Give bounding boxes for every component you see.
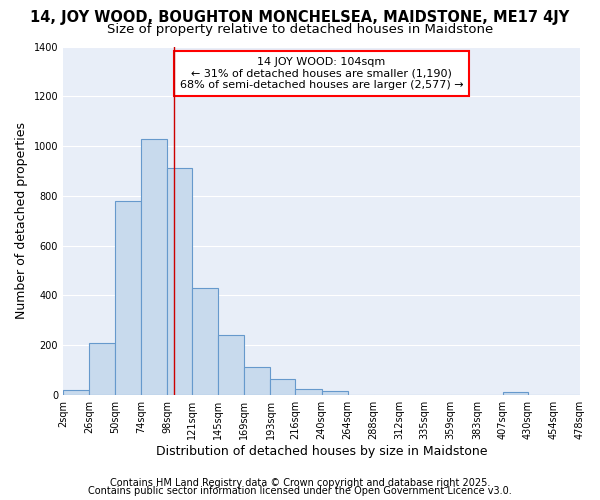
Text: 14 JOY WOOD: 104sqm
← 31% of detached houses are smaller (1,190)
68% of semi-det: 14 JOY WOOD: 104sqm ← 31% of detached ho…: [180, 57, 463, 90]
Text: 14, JOY WOOD, BOUGHTON MONCHELSEA, MAIDSTONE, ME17 4JY: 14, JOY WOOD, BOUGHTON MONCHELSEA, MAIDS…: [31, 10, 569, 25]
Bar: [63, 390, 89, 395]
Text: Size of property relative to detached houses in Maidstone: Size of property relative to detached ho…: [107, 22, 493, 36]
Bar: [89, 342, 115, 395]
Bar: [218, 335, 244, 395]
Bar: [192, 288, 218, 395]
Text: Contains public sector information licensed under the Open Government Licence v3: Contains public sector information licen…: [88, 486, 512, 496]
Bar: [503, 392, 528, 395]
Bar: [271, 378, 295, 395]
Bar: [167, 168, 192, 395]
Y-axis label: Number of detached properties: Number of detached properties: [15, 122, 28, 319]
Bar: [115, 201, 141, 395]
Bar: [141, 138, 167, 395]
Bar: [244, 368, 271, 395]
Bar: [295, 388, 322, 395]
X-axis label: Distribution of detached houses by size in Maidstone: Distribution of detached houses by size …: [156, 444, 487, 458]
Text: Contains HM Land Registry data © Crown copyright and database right 2025.: Contains HM Land Registry data © Crown c…: [110, 478, 490, 488]
Bar: [322, 391, 347, 395]
